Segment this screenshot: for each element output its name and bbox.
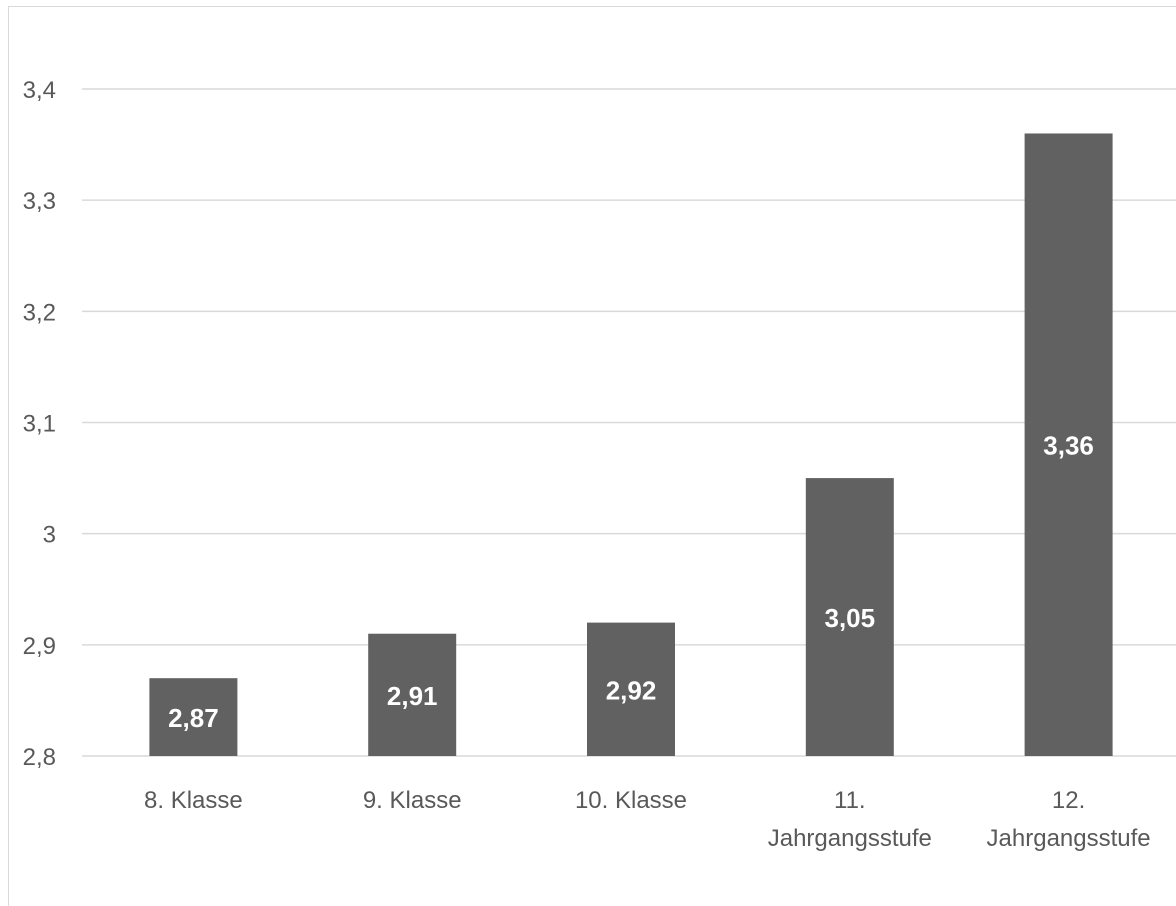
- bars: [149, 133, 1113, 756]
- bar: [587, 622, 675, 756]
- bar: [805, 478, 894, 756]
- x-category-label: Jahrgangsstufe: [987, 825, 1151, 852]
- data-label: 3,36: [1043, 431, 1094, 461]
- x-category-label: 9. Klasse: [363, 787, 462, 814]
- data-label: 2,92: [606, 675, 657, 705]
- y-tick-label: 3,3: [23, 188, 56, 215]
- bar-chart: 2,8 2,9 3 3,1 3,2 3,3 3,4 2,87 2,91 2,92 3,05 3,36…: [23, 77, 1176, 852]
- x-category-label: 12.: [1052, 787, 1085, 814]
- bar: [1024, 133, 1113, 756]
- data-label: 3,05: [824, 603, 875, 633]
- x-axis-category-labels: 8. Klasse 9. Klasse 10. Klasse 11. Jahrgangs…: [144, 787, 1151, 852]
- y-tick-label: 3,2: [23, 299, 56, 326]
- chart-frame: [8, 6, 1176, 906]
- data-labels: 2,87 2,91 2,92 3,05 3,36: [168, 431, 1094, 733]
- data-label: 2,91: [387, 681, 438, 711]
- y-tick-label: 3: [43, 522, 56, 549]
- y-axis-tick-labels: 2,8 2,9 3 3,1 3,2 3,3 3,4: [23, 77, 56, 771]
- data-label: 2,87: [168, 703, 219, 733]
- x-category-label: Jahrgangsstufe: [768, 825, 932, 852]
- x-category-label: 8. Klasse: [144, 787, 243, 814]
- y-tick-label: 2,9: [23, 633, 56, 660]
- bar: [368, 633, 457, 756]
- y-tick-label: 3,1: [23, 411, 56, 438]
- x-category-label: 11.: [834, 787, 866, 814]
- x-category-label: 10. Klasse: [575, 787, 687, 814]
- bar: [149, 678, 238, 756]
- y-tick-label: 3,4: [23, 77, 56, 104]
- y-tick-label: 2,8: [23, 744, 56, 771]
